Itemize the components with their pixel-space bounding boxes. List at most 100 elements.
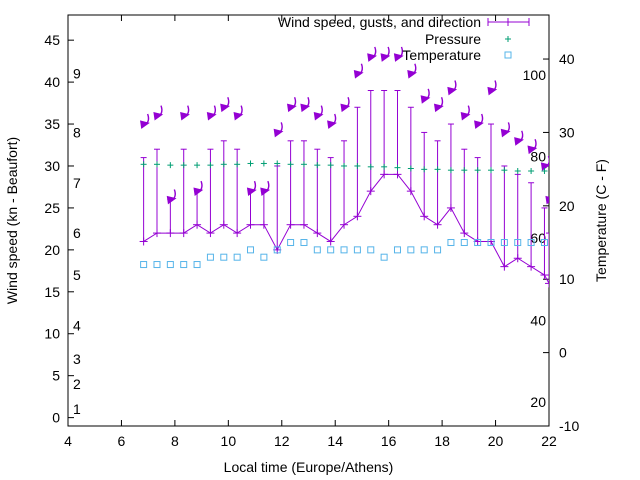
temperature-point xyxy=(166,261,174,269)
wind-direction-head xyxy=(433,103,444,113)
temperature-point xyxy=(140,261,148,269)
legend-label-pressure: Pressure xyxy=(425,31,481,47)
wind-direction-head xyxy=(140,120,150,129)
x-tick-label: 10 xyxy=(221,433,237,449)
temperature-point xyxy=(500,239,508,247)
wind-direction-head xyxy=(300,103,311,113)
temperature-point xyxy=(447,239,455,247)
temperature-point xyxy=(527,239,535,247)
wind-speed-line xyxy=(143,173,549,284)
temperature-point xyxy=(260,253,268,261)
beaufort-label: 3 xyxy=(73,351,81,367)
temperature-point xyxy=(460,239,468,247)
wind-direction-head xyxy=(286,103,297,113)
x-tick-label: 16 xyxy=(381,433,397,449)
wind-direction-head xyxy=(353,70,364,79)
x-tick-label: 12 xyxy=(274,433,290,449)
wind-direction-head xyxy=(500,128,511,138)
plot-frame xyxy=(67,14,550,427)
temperature-point xyxy=(206,253,214,261)
wind-direction-arrow xyxy=(548,200,549,202)
temperature-point xyxy=(393,246,401,254)
y-tick-label: 30 xyxy=(44,158,60,174)
y-axis-title: Wind speed (kn - Beaufort) xyxy=(4,137,20,304)
y2-tick-label: 30 xyxy=(559,124,575,140)
temperature-point xyxy=(193,261,201,269)
wind-direction-head xyxy=(474,120,484,129)
temperature-point xyxy=(327,246,335,254)
wind-direction-head xyxy=(545,195,549,205)
temperature-point xyxy=(313,246,321,254)
wind-direction-head xyxy=(327,120,337,129)
wind-direction-head xyxy=(540,162,549,171)
x-tick-label: 6 xyxy=(118,433,126,449)
temperature-point xyxy=(247,246,255,254)
temperature-point xyxy=(287,239,295,247)
temperature-point xyxy=(487,239,495,247)
legend-mark-temperature xyxy=(504,51,512,59)
temperature-point xyxy=(420,246,428,254)
wind-direction-head xyxy=(206,111,217,121)
legend-label-temperature: Temperature xyxy=(402,47,481,63)
y2-tick-label: 0 xyxy=(559,345,567,361)
temperature-point xyxy=(340,246,348,254)
temperature-point xyxy=(180,261,188,269)
wind-direction-head xyxy=(220,103,230,113)
fahrenheit-label: 60 xyxy=(530,230,546,246)
fahrenheit-label: 100 xyxy=(523,67,547,83)
wind-direction-head xyxy=(246,187,257,197)
beaufort-label: 9 xyxy=(73,66,81,82)
y2-tick-label: 40 xyxy=(559,51,575,67)
temperature-point xyxy=(407,246,415,254)
wind-direction-head xyxy=(447,86,458,96)
legend-label-wind: Wind speed, gusts, and direction xyxy=(278,14,481,30)
beaufort-label: 4 xyxy=(73,317,81,333)
y2-axis-title: Temperature (C - F) xyxy=(593,159,609,282)
beaufort-label: 7 xyxy=(73,175,81,191)
wind-direction-head xyxy=(193,187,204,197)
wind-direction-head xyxy=(487,86,498,96)
temperature-point xyxy=(300,239,308,247)
temperature-point xyxy=(514,239,522,247)
fahrenheit-label: 20 xyxy=(530,394,546,410)
temperature-point xyxy=(540,239,548,247)
y-tick-label: 40 xyxy=(44,74,60,90)
temperature-point xyxy=(434,246,442,254)
wind-direction-head xyxy=(380,53,391,62)
data-group xyxy=(139,46,549,288)
wind-direction-head xyxy=(233,111,244,121)
y-tick-label: 10 xyxy=(44,326,60,342)
temperature-point xyxy=(153,261,161,269)
x-tick-label: 22 xyxy=(541,433,557,449)
wind-direction-head xyxy=(514,137,524,146)
wind-direction-head xyxy=(420,95,431,104)
temperature-point xyxy=(353,246,361,254)
wind-direction-head xyxy=(273,128,284,138)
fahrenheit-label: 80 xyxy=(530,149,546,165)
y2-tick-label: 10 xyxy=(559,271,575,287)
beaufort-label: 1 xyxy=(73,401,81,417)
y2-tick-label: 20 xyxy=(559,198,575,214)
x-tick-label: 8 xyxy=(171,433,179,449)
fahrenheit-label: 40 xyxy=(530,312,546,328)
wind-direction-head xyxy=(407,70,418,79)
temperature-point xyxy=(380,253,388,261)
wind-direction-head xyxy=(260,187,271,197)
y-tick-label: 20 xyxy=(44,242,60,258)
beaufort-label: 8 xyxy=(73,124,81,140)
y-tick-label: 15 xyxy=(44,284,60,300)
wind-direction-head xyxy=(166,195,177,205)
wind-direction-head xyxy=(393,53,404,62)
wind-direction-head xyxy=(153,111,164,121)
beaufort-label: 2 xyxy=(73,376,81,392)
wind-direction-head xyxy=(367,53,377,62)
wind-direction-head xyxy=(180,111,190,121)
temperature-point xyxy=(367,246,375,254)
x-axis-title: Local time (Europe/Athens) xyxy=(224,459,394,475)
y-tick-label: 35 xyxy=(44,116,60,132)
wind-direction-head xyxy=(340,103,351,113)
temperature-point xyxy=(233,253,241,261)
y-tick-label: 45 xyxy=(44,32,60,48)
x-tick-label: 4 xyxy=(64,433,72,449)
